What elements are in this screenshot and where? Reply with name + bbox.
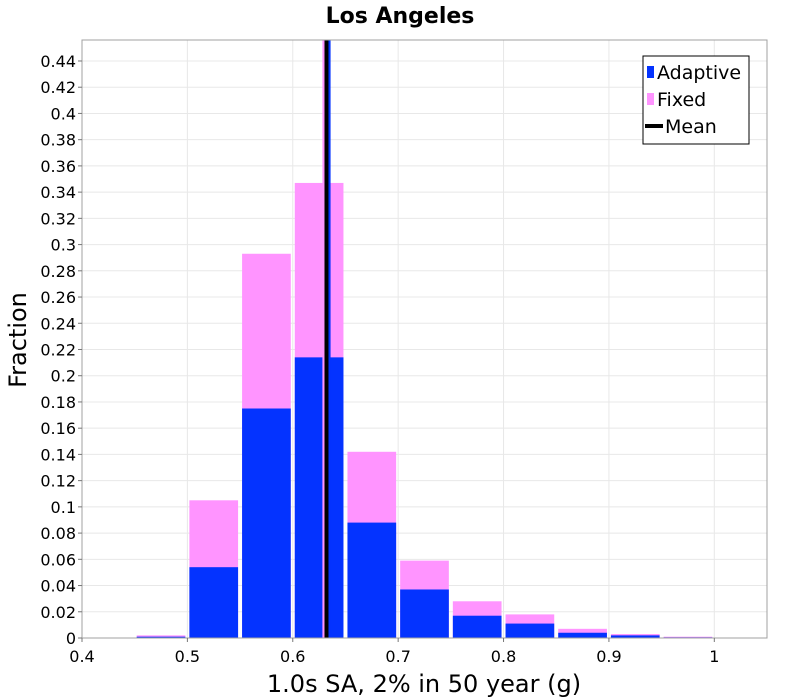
y-tick-label: 0.16: [40, 419, 76, 438]
x-tick-label: 0.5: [175, 647, 200, 666]
adaptive-bar: [505, 623, 555, 638]
adaptive-bar: [136, 636, 186, 638]
adaptive-bar: [294, 357, 344, 638]
y-tick-label: 0.06: [40, 550, 76, 569]
chart-title: Los Angeles: [326, 4, 475, 29]
legend-label-fixed: Fixed: [657, 89, 706, 111]
adaptive-bar: [347, 522, 397, 638]
bars: [136, 182, 713, 638]
y-tick-label: 0.4: [51, 104, 76, 123]
y-tick-label: 0.28: [40, 262, 76, 281]
adaptive-bar: [452, 615, 502, 638]
adaptive-bar: [610, 635, 660, 638]
y-tick-label: 0.18: [40, 393, 76, 412]
adaptive-bar: [242, 408, 291, 638]
y-tick-label: 0.38: [40, 131, 76, 150]
x-tick-label: 0.8: [491, 647, 516, 666]
y-tick-label: 0.42: [40, 78, 76, 97]
y-tick-label: 0: [66, 629, 76, 648]
y-axis-label: Fraction: [4, 292, 32, 388]
x-tick-label: 0.7: [385, 647, 410, 666]
y-tick-label: 0.04: [40, 577, 76, 596]
y-tick-label: 0.1: [51, 498, 76, 517]
adaptive-bar: [400, 589, 449, 638]
y-tick-label: 0.02: [40, 603, 76, 622]
y-tick-label: 0.34: [40, 183, 76, 202]
x-tick-label: 0.6: [280, 647, 305, 666]
plot-area-frame: [81, 39, 768, 639]
y-tick-label: 0.2: [51, 367, 76, 386]
x-tick-label: 1: [709, 647, 719, 666]
y-tick-label: 0.24: [40, 314, 76, 333]
y-axis-ticks: 0 0.02 0.04 0.06 0.08 0.1 0.12 0.14 0.16 0.18 0.2 0…: [40, 52, 82, 648]
adaptive-bar: [189, 567, 239, 638]
legend-box: [642, 55, 750, 145]
y-tick-label: 0.22: [40, 340, 76, 359]
x-tick-label: 0.9: [596, 647, 621, 666]
x-tick-label: 0.4: [69, 647, 94, 666]
y-tick-label: 0.3: [51, 236, 76, 255]
y-tick-label: 0.14: [40, 445, 76, 464]
y-tick-label: 0.32: [40, 209, 76, 228]
adaptive-bar: [558, 632, 607, 638]
y-tick-label: 0.26: [40, 288, 76, 307]
legend-swatch-adaptive: [647, 66, 654, 78]
y-tick-label: 0.36: [40, 157, 76, 176]
legend-label-adaptive: Adaptive: [657, 62, 741, 84]
y-tick-label: 0.08: [40, 524, 76, 543]
legend: Adaptive Fixed Mean: [642, 55, 750, 145]
legend-label-mean: Mean: [665, 116, 717, 138]
legend-swatch-fixed: [647, 93, 654, 105]
y-tick-label: 0.12: [40, 472, 76, 491]
y-tick-label: 0.44: [40, 52, 76, 71]
mean-lines: [322, 40, 331, 638]
x-axis-label: 1.0s SA, 2% in 50 year (g): [267, 670, 581, 698]
x-axis-ticks: 0.4 0.5 0.6 0.7 0.8 0.9 1: [69, 638, 719, 666]
